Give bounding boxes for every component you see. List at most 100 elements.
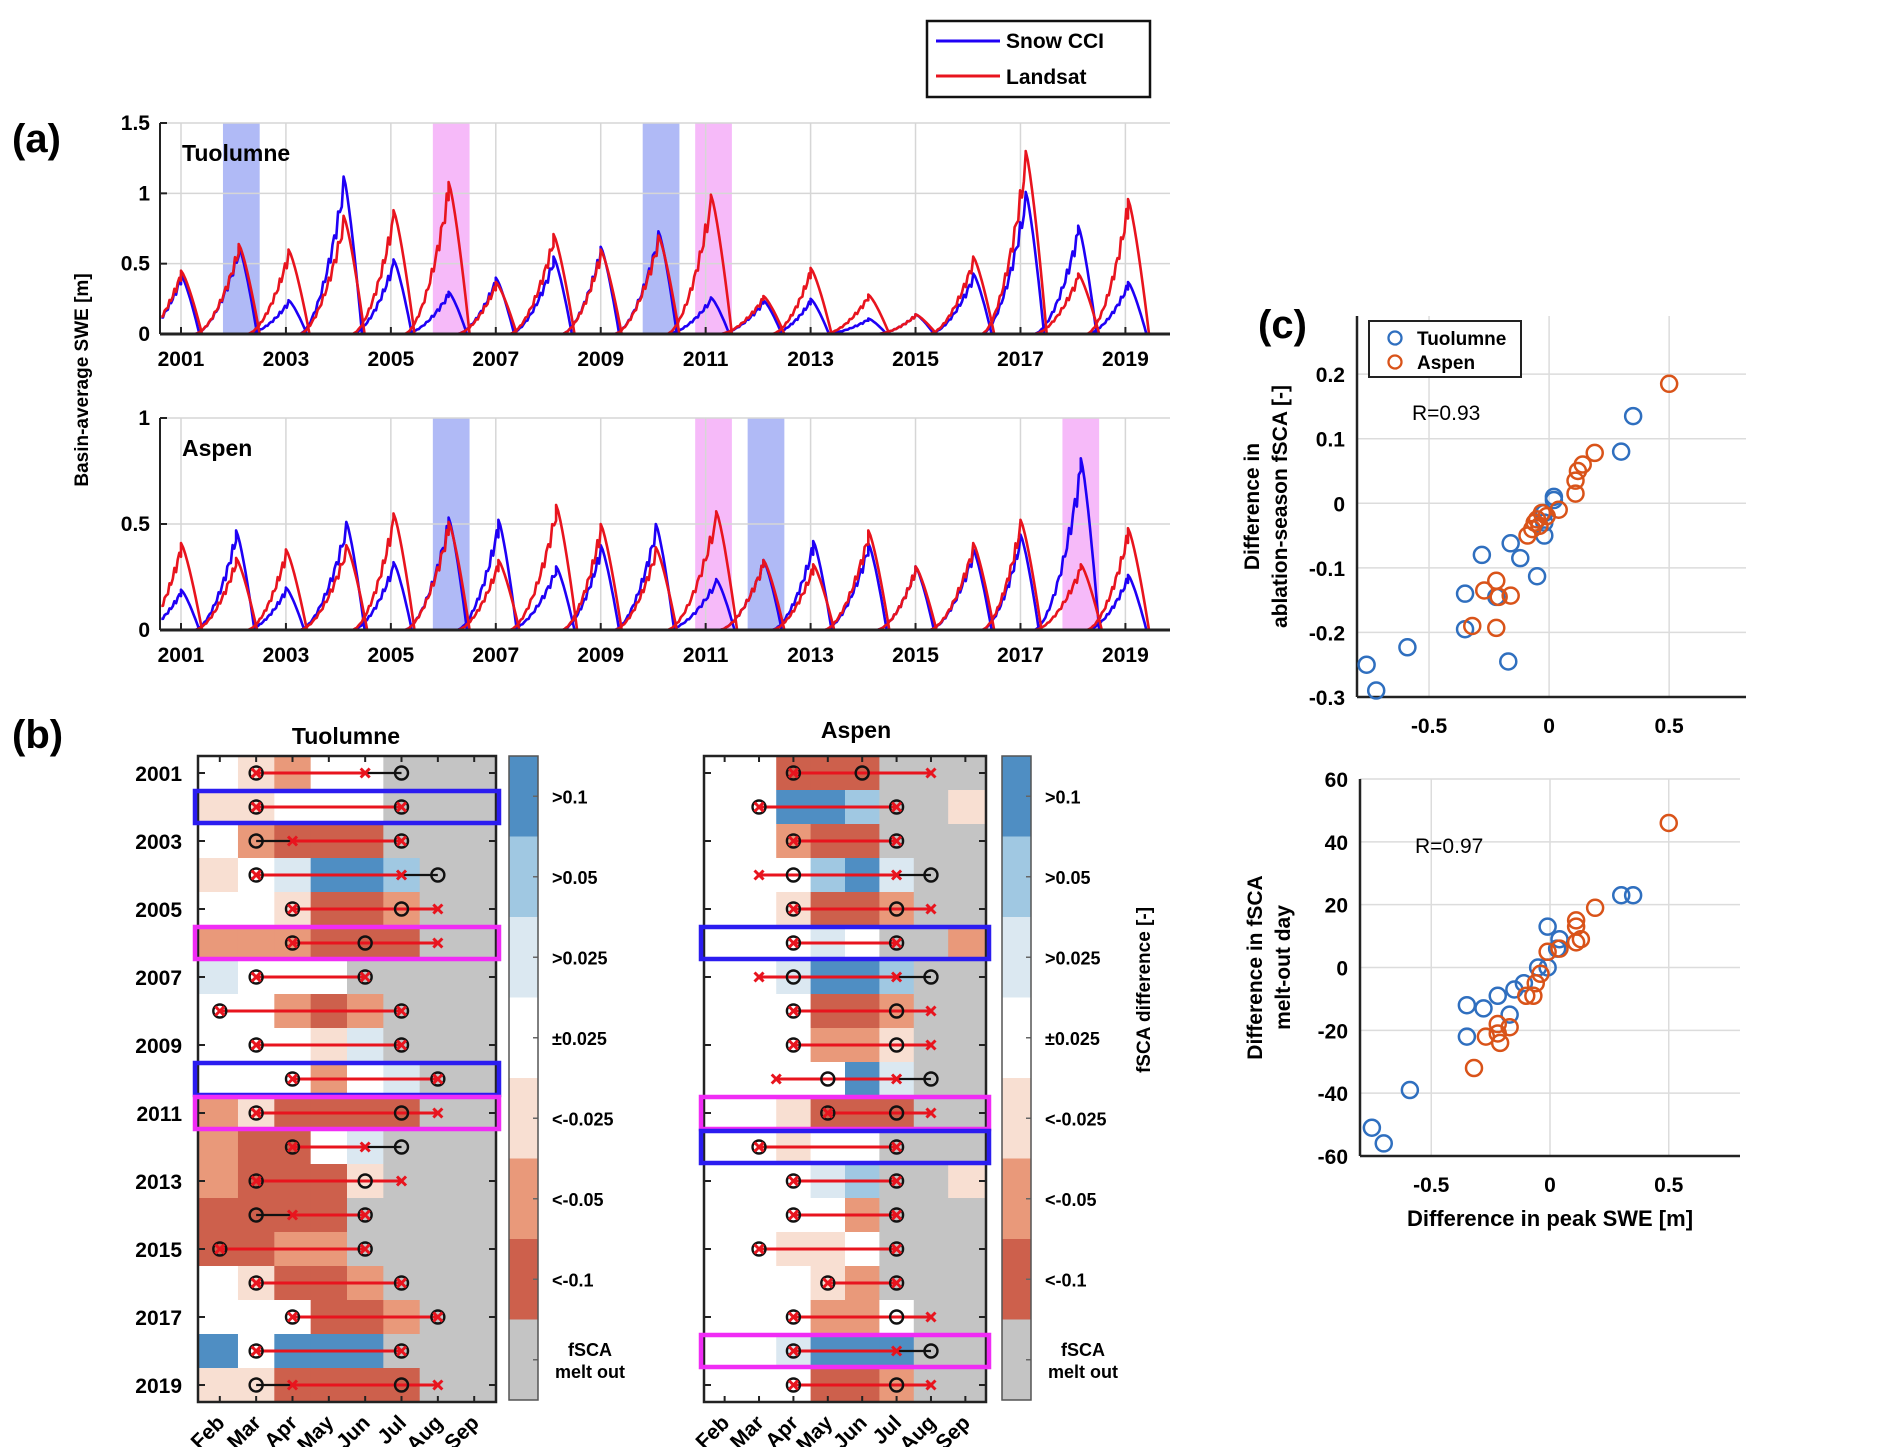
landsat-marker [359, 971, 371, 983]
x-tick-label: 2019 [1102, 644, 1149, 667]
x-tick-label: 2019 [1102, 348, 1149, 371]
snowcci-marker [284, 901, 301, 917]
landsat-marker [787, 1311, 799, 1323]
landsat-marker [787, 937, 799, 949]
snowcci-marker [284, 1071, 301, 1087]
highlight-row-2011 [192, 1094, 502, 1132]
snowcci-marker [393, 901, 410, 917]
x-tick-label: Sep [440, 1411, 483, 1447]
x-tick-label: 2005 [367, 348, 414, 371]
landsat-marker [432, 1107, 444, 1119]
heatmap-cell [948, 1130, 987, 1165]
y-tick-label: 60 [1325, 769, 1348, 792]
legend-label-landsat: Landsat [1006, 66, 1087, 89]
colorbar-label: fSCA difference [-] [1134, 907, 1155, 1073]
legend-marker-tuolumne [1387, 330, 1403, 346]
landsat-marker [432, 1073, 444, 1085]
legend-label-tuolumne: Tuolumne [1417, 329, 1506, 350]
x-tick-label: 2009 [577, 644, 624, 667]
heatmap-cell [198, 1130, 239, 1165]
colorbar-label: fSCA [568, 1340, 612, 1360]
heatmap-cell [237, 1300, 275, 1335]
y-tick-label: 2005 [135, 899, 182, 922]
snowcci-marker [785, 969, 802, 985]
snowcci-marker [785, 935, 802, 951]
colorbar-label: >0.1 [1045, 787, 1081, 807]
snowcci-marker [888, 901, 905, 917]
scatter-point-tuolumne [1472, 545, 1492, 565]
heatmap-cell [913, 1232, 949, 1267]
y-tick-label: -40 [1318, 1083, 1348, 1106]
landsat-marker [891, 869, 903, 881]
snowcci-marker [248, 1173, 264, 1189]
heatmap-cell [383, 960, 421, 995]
landsat-marker [286, 1209, 299, 1221]
landsat-marker [891, 1243, 903, 1255]
heatmap-cell [383, 1198, 421, 1233]
heatmap-cell [948, 994, 987, 1029]
snowcci-marker [888, 1105, 905, 1121]
landsat-marker [286, 903, 299, 915]
snowcci-marker [212, 1003, 228, 1019]
snowcci-marker [923, 1071, 939, 1087]
snowcci-marker [888, 1377, 905, 1393]
scatter-point-tuolumne [1374, 1134, 1393, 1153]
scatter-point-tuolumne [1511, 548, 1530, 568]
heatmap-cell [948, 858, 987, 893]
landsat-marker [250, 1345, 262, 1357]
landsat-marker [787, 903, 799, 915]
landsat-marker [359, 1141, 371, 1153]
heatmap-cell [237, 892, 275, 927]
x-tick-label: 0.5 [1655, 715, 1685, 738]
colorbar-label: >0.05 [552, 868, 598, 888]
snowcci-marker [785, 901, 802, 917]
heatmap-cell [419, 1198, 457, 1233]
landsat-marker [359, 767, 371, 779]
snowcci-marker [923, 1343, 939, 1359]
heatmap-cell [741, 1198, 777, 1233]
landsat-marker [250, 1175, 262, 1187]
heatmap-cell [198, 1198, 239, 1233]
heatmap-cell [456, 994, 497, 1029]
heatmap-cell [913, 926, 949, 961]
snowcci-marker [248, 1207, 264, 1223]
heatmap-frame [702, 754, 988, 1404]
x-tick-label: 2015 [892, 348, 939, 371]
panel-label-c: (c) [1258, 303, 1307, 347]
x-tick-label: Mar [223, 1411, 266, 1447]
landsat-marker [250, 971, 262, 983]
x-tick-label: 0.5 [1654, 1174, 1684, 1197]
scatter-point-tuolumne [1398, 638, 1417, 657]
colorbar-label: <-0.1 [552, 1270, 594, 1290]
y-tick-label: 0.5 [121, 513, 151, 536]
y-tick-label: 1 [138, 182, 150, 205]
heatmap-cell [913, 1130, 949, 1165]
scatter-point-aspen [1549, 500, 1568, 519]
scatter-point-aspen [1566, 471, 1585, 490]
snowcci-marker [248, 1105, 264, 1121]
snowcci-marker [888, 1003, 905, 1019]
snowcci-marker [785, 1173, 802, 1189]
landsat-marker [753, 869, 765, 881]
panel-label-b: (b) [12, 713, 63, 757]
snowcci-marker [785, 1343, 802, 1359]
colorbar-label: <-0.05 [1045, 1190, 1097, 1210]
landsat-marker [250, 1277, 262, 1289]
legend-marker-aspen [1387, 354, 1403, 370]
landsat-marker [359, 1243, 371, 1255]
landsat-marker [891, 971, 903, 983]
landsat-marker [925, 767, 937, 779]
snowcci-marker [785, 765, 802, 781]
scatter-point-aspen [1488, 1014, 1507, 1034]
landsat-marker [214, 1243, 226, 1255]
heatmap-cell [741, 824, 777, 859]
scatter-point-tuolumne [1366, 681, 1386, 700]
colorbar-label: <-0.1 [1045, 1270, 1087, 1290]
snowcci-marker [785, 1037, 802, 1053]
heatmap-cell [948, 926, 987, 961]
landsat-marker [891, 1141, 903, 1153]
legend-label-aspen: Aspen [1417, 353, 1475, 374]
snowcci-marker [430, 867, 446, 883]
heatmap-cell [741, 1334, 777, 1369]
